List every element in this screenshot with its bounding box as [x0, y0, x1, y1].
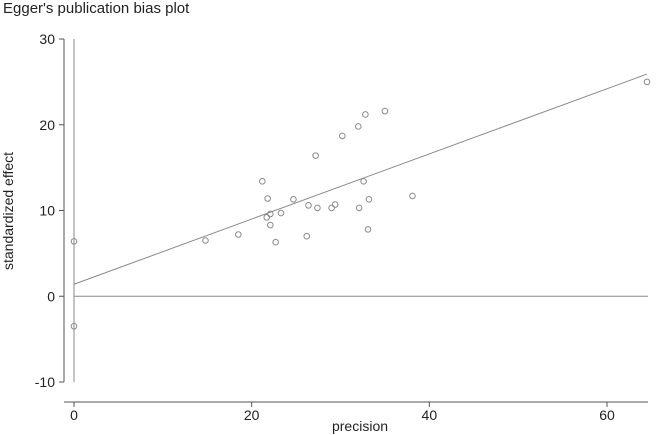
data-point [364, 226, 372, 233]
data-point [643, 78, 651, 86]
y-tick-label: 30 [39, 31, 55, 47]
data-point [409, 192, 416, 200]
data-point [305, 202, 312, 209]
data-point [314, 204, 321, 212]
x-tick-label: 40 [422, 407, 438, 423]
data-point [263, 214, 271, 221]
data-point [267, 221, 274, 229]
y-tick-label: 10 [39, 203, 55, 219]
chart-title: Egger's publication bias plot [3, 0, 190, 17]
data-point [365, 196, 373, 203]
data-point [70, 238, 78, 245]
regression-line-group [73, 73, 648, 285]
data-point [303, 232, 311, 240]
data-point [259, 178, 266, 185]
data-point [202, 237, 209, 244]
data-point [312, 152, 319, 159]
x-tick-label: 60 [599, 407, 615, 423]
data-point [264, 195, 271, 202]
reference-lines [73, 39, 648, 382]
data-point [338, 132, 346, 140]
y-tick-label: 20 [39, 117, 55, 133]
y-tick-label: -10 [35, 374, 55, 390]
data-point [290, 196, 297, 203]
y-axis-label: standardized effect [0, 152, 16, 270]
data-point [355, 204, 363, 212]
data-point [272, 238, 279, 246]
data-point [235, 231, 242, 238]
data-points [70, 78, 651, 330]
data-point [360, 178, 367, 185]
data-point [267, 210, 274, 218]
x-axis-label: precision [332, 418, 388, 434]
data-point [354, 123, 362, 130]
data-point [277, 209, 285, 217]
data-point [381, 107, 389, 115]
data-point [328, 204, 335, 212]
data-point [331, 201, 339, 208]
data-point [362, 111, 369, 118]
axes: -10 0 10 20 30 0 20 40 60 [35, 31, 648, 423]
regression-line [73, 73, 648, 285]
x-tick-label: 0 [70, 407, 78, 423]
x-tick-label: 20 [244, 407, 260, 423]
data-point [70, 322, 78, 330]
y-tick-label: 0 [47, 288, 55, 304]
